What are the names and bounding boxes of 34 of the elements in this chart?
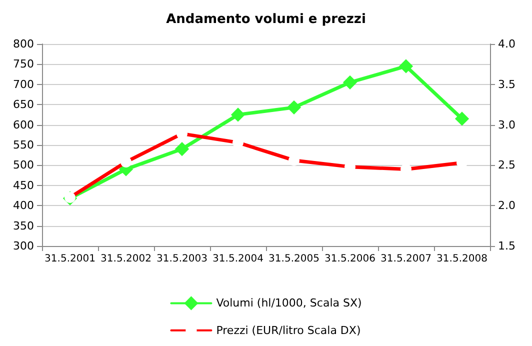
x-tick-label: 31.5.2002 [100,254,152,264]
y-tick-label: 500 [13,158,34,172]
y-tick-label: 300 [13,240,34,252]
point [399,59,413,73]
x-tick-label: 31.5.2004 [212,254,264,264]
y2-tick-label: 3.5 [498,78,516,91]
y-tick-label: 550 [13,138,34,152]
point [287,100,301,114]
x-tick-label: 31.5.2003 [156,254,208,264]
point [175,142,189,156]
point [343,76,357,90]
y2-tick-label: 2.5 [498,158,516,172]
y-tick-label: 650 [13,98,34,112]
y-tick-label: 600 [13,118,34,132]
x-tick-label: 31.5.2008 [436,254,488,264]
x-tick-label: 31.5.2001 [44,254,96,264]
y2-tick-label: 2.0 [498,199,516,212]
y-tick-label: 800 [13,38,34,50]
x-tick-label: 31.5.2007 [380,254,432,264]
y-tick-label: 700 [13,78,34,91]
x-tick-label: 31.5.2005 [268,254,320,264]
y-tick-label: 350 [13,219,34,232]
y2-tick-label: 4.0 [498,38,516,50]
x-tick-label: 31.5.2006 [324,254,376,264]
y-tick-label: 400 [13,199,34,212]
y-tick-label: 450 [13,178,34,192]
y2-tick-label: 3.0 [498,118,516,132]
y2-tick-label: 1.5 [498,240,516,252]
point [231,108,245,122]
legend-label: Prezzi (EUR/litro Scala DX) [216,324,361,337]
legend-label: Volumi (hl/1000, Scala SX) [216,296,362,310]
point [455,112,469,126]
y-tick-label: 750 [13,58,34,71]
chart-title: Andamento volumi e prezzi [166,12,366,27]
